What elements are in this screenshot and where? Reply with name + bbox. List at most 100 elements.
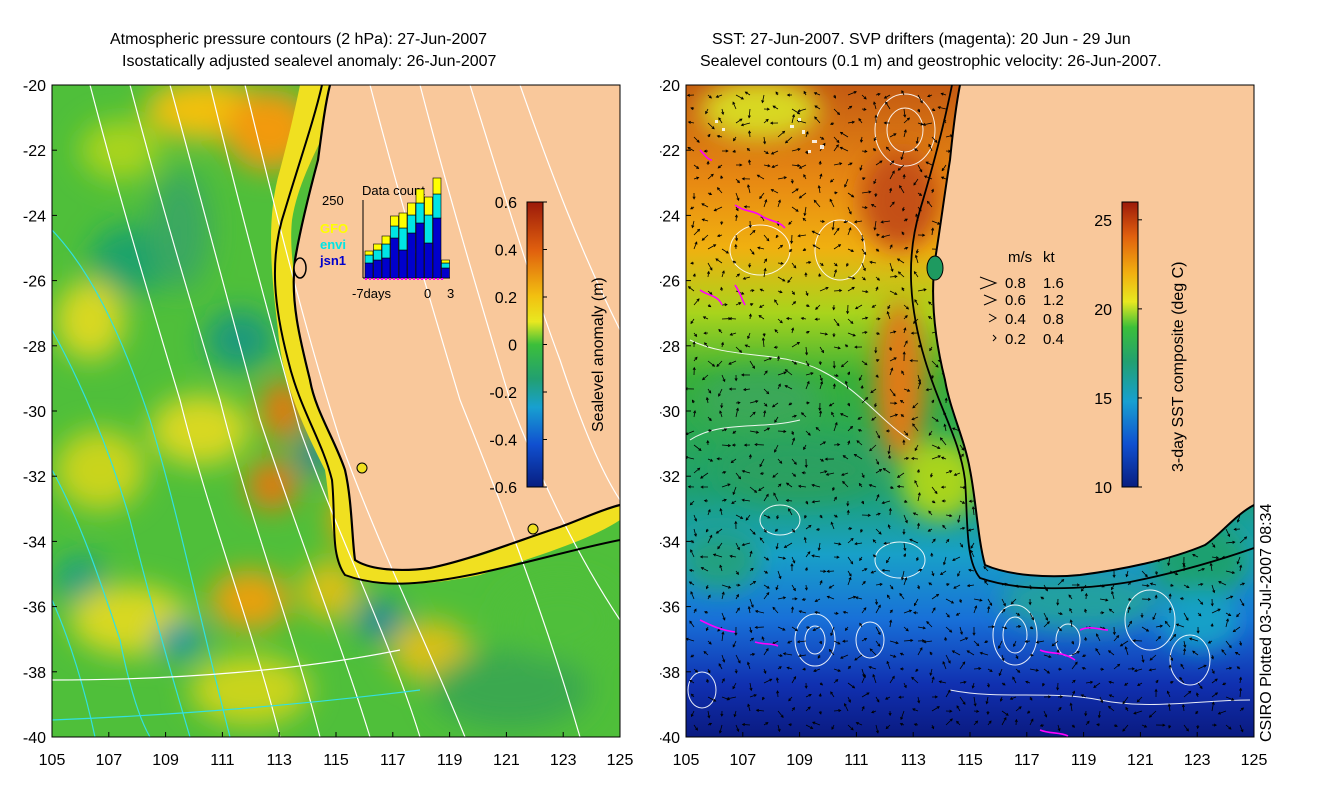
- left-ytick-label: -34: [23, 534, 46, 551]
- data-count-inset: Data count 250 -7days 0 3 GFO envi jsn1: [319, 177, 454, 301]
- inset-bar: [390, 225, 399, 239]
- left-ytick-label: -24: [23, 208, 46, 225]
- inset-bar: [398, 249, 408, 279]
- right-cbticks-label: 10: [1094, 480, 1112, 497]
- left-cbticks-label: -0.2: [489, 385, 517, 402]
- right-title-line1: SST: 27-Jun-2007. SVP drifters (magenta)…: [712, 31, 1131, 48]
- left-y-axis: -20 -22 -24 -26 -28 -30 -32 -34 -36 -38 -40: [23, 78, 57, 747]
- inset-bar: [390, 215, 399, 227]
- left-xtick-label: 111: [210, 752, 234, 769]
- inset-bar: [432, 193, 442, 219]
- left-cbticks-label: 0: [508, 338, 517, 355]
- right-ytick-label: -38: [660, 665, 680, 682]
- right-xtick-label: 111: [844, 752, 868, 769]
- left-map: -20 -22 -24 -26 -28 -30 -32 -34 -36 -38 -40 105 107…: [23, 78, 634, 769]
- left-cbticks-label: 0.6: [495, 195, 517, 212]
- left-title-line2: Isostatically adjusted sealevel anomaly:…: [122, 53, 497, 70]
- inset-bar: [424, 214, 433, 244]
- right-xtick-label: 115: [957, 752, 983, 769]
- left-xtick-label: 119: [437, 752, 463, 769]
- right-xtick-label: 125: [1241, 752, 1268, 769]
- right-xtick-label: 113: [900, 752, 926, 769]
- inset-xlabel-end: 3: [447, 286, 454, 301]
- inset-bar: [364, 254, 374, 264]
- inset-bar: [381, 257, 391, 279]
- right-colorbar: [1121, 201, 1139, 488]
- legend-jsn1: jsn1: [319, 253, 346, 268]
- velocity-legend-ms-3: 0.4: [1005, 311, 1026, 328]
- inset-bar: [432, 217, 442, 279]
- inset-bar: [407, 214, 416, 234]
- left-title-line1: Atmospheric pressure contours (2 hPa): 2…: [110, 31, 488, 48]
- right-ytick-label: -34: [660, 534, 680, 551]
- velocity-legend-kt-4: 0.4: [1043, 331, 1064, 348]
- inset-bar: [373, 243, 382, 251]
- left-xtick-label: 107: [95, 752, 122, 769]
- right-xtick-label: 109: [786, 752, 813, 769]
- left-cbticks-label: -0.4: [489, 433, 517, 450]
- left-colorbar-ticks: 0.6 0.4 0.2 0 -0.2 -0.4 -0.6: [489, 195, 547, 497]
- left-ytick-label: -38: [23, 665, 46, 682]
- inset-bar: [424, 196, 433, 216]
- legend-envi: envi: [320, 237, 346, 252]
- right-ytick-label: -20: [660, 78, 680, 95]
- inset-bar: [373, 249, 382, 261]
- inset-bar: [364, 262, 374, 279]
- inset-ymax: 250: [322, 193, 344, 208]
- right-xtick-label: 105: [673, 752, 700, 769]
- right-cbticks-label: 20: [1094, 302, 1112, 319]
- right-colorbar-ticks: 25 20 15 10: [1094, 213, 1142, 497]
- velocity-legend-ms-1: 0.8: [1005, 275, 1026, 292]
- left-xtick-label: 109: [152, 752, 179, 769]
- right-colorbar-label: 3-day SST composite (deg C): [1170, 261, 1187, 472]
- inset-bar: [407, 202, 416, 216]
- right-xtick-label: 117: [1014, 752, 1040, 769]
- right-cbticks-label: 25: [1094, 213, 1112, 230]
- velocity-legend-header-ms: m/s: [1008, 249, 1032, 266]
- left-colorbar: [526, 201, 544, 488]
- right-xtick-label: 123: [1184, 752, 1211, 769]
- right-ytick-label: -28: [660, 339, 680, 356]
- left-xtick-label: 105: [39, 752, 66, 769]
- right-ytick-label: -40: [660, 730, 680, 747]
- left-ytick-label: -32: [23, 469, 46, 486]
- inset-bar: [364, 250, 374, 256]
- inset-bar: [441, 259, 450, 264]
- inset-bar: [381, 235, 391, 245]
- left-colorbar-label: Sealevel anomaly (m): [590, 277, 607, 432]
- velocity-legend-kt-3: 0.8: [1043, 311, 1064, 328]
- inset-bar: [415, 188, 425, 204]
- right-map: -20 -22 -24 -26 -28 -30 -32 -34 -36 -38 -40 105 107…: [660, 78, 1268, 769]
- left-ytick-label: -30: [23, 404, 46, 421]
- inset-xlabel-zero: 0: [424, 286, 431, 301]
- right-ytick-label: -24: [660, 208, 680, 225]
- right-x-axis: 105 107 109 111 113 115 117 119 121 123 125: [673, 732, 1268, 769]
- velocity-legend: m/s kt 0.8 1.6 0.6 1.2 0.4 0.8 0.2 0.4: [979, 249, 1064, 348]
- inset-bar: [415, 222, 425, 279]
- left-xtick-label: 115: [323, 752, 349, 769]
- right-ytick-label: -30: [660, 404, 680, 421]
- australia-landmass-right: [933, 85, 1254, 577]
- right-title-line2: Sealevel contours (0.1 m) and geostrophi…: [700, 53, 1162, 70]
- velocity-legend-kt-2: 1.2: [1043, 292, 1064, 309]
- left-ytick-label: -36: [23, 600, 46, 617]
- right-y-axis: -20 -22 -24 -26 -28 -30 -32 -34 -36 -38 -40: [660, 78, 691, 747]
- left-ytick-label: -26: [23, 274, 46, 291]
- velocity-legend-header-kt: kt: [1043, 249, 1056, 266]
- left-ytick-label: -40: [23, 730, 46, 747]
- inset-bar: [441, 262, 450, 269]
- inset-bar: [398, 227, 408, 251]
- left-cbticks-label: 0.2: [495, 290, 517, 307]
- inset-xlabel-start: -7days: [352, 286, 392, 301]
- right-xtick-label: 119: [1071, 752, 1097, 769]
- left-xtick-label: 121: [493, 752, 520, 769]
- inset-bar: [373, 259, 382, 279]
- left-xtick-label: 123: [550, 752, 577, 769]
- left-ytick-label: -20: [23, 78, 46, 95]
- right-cbticks-label: 15: [1094, 391, 1112, 408]
- left-xtick-label: 125: [607, 752, 634, 769]
- right-ytick-label: -36: [660, 600, 680, 617]
- right-ytick-label: -22: [660, 143, 680, 160]
- inset-bar: [441, 267, 450, 279]
- right-coastline: [932, 85, 1254, 578]
